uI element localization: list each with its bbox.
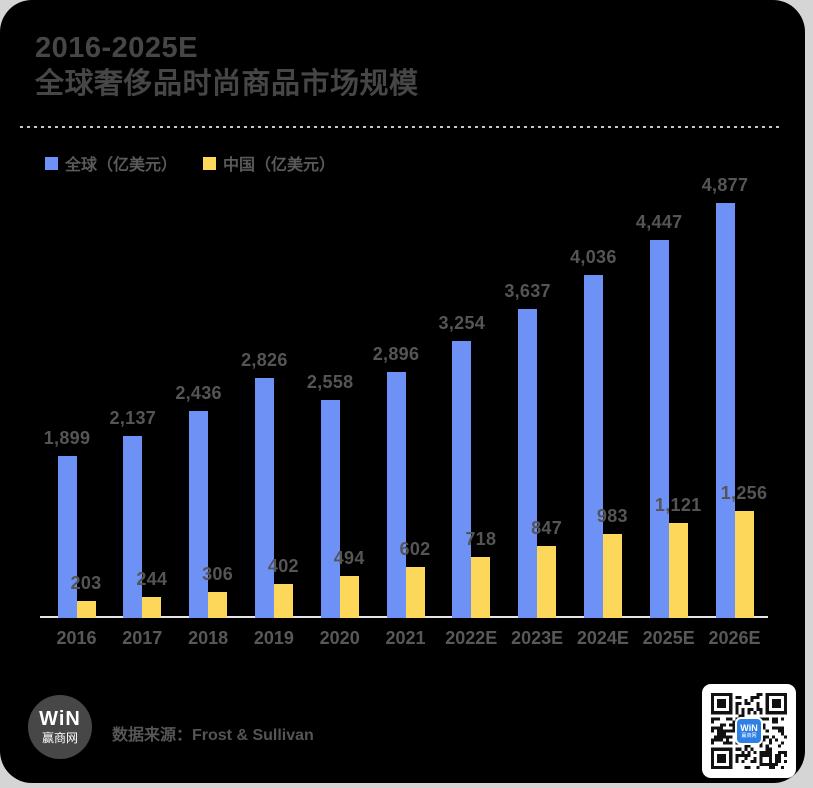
bar-global-2026E <box>715 203 735 618</box>
bar-china-2022E <box>471 556 491 618</box>
value-label-china-2021: 602 <box>399 538 431 559</box>
bar-global-2021 <box>386 371 406 618</box>
value-label-china-2024E: 983 <box>596 506 628 527</box>
value-label-china-2017: 244 <box>136 569 168 590</box>
bar-china-2016 <box>76 600 96 618</box>
bar-china-2018 <box>208 591 228 618</box>
value-label-china-2016: 203 <box>70 572 102 593</box>
bar-china-2025E <box>668 522 688 618</box>
value-label-china-2026E: 1,256 <box>720 483 768 504</box>
x-axis-label-2026E: 2026E <box>708 628 761 648</box>
value-label-global-2022E: 3,254 <box>438 313 486 334</box>
bar-global-2020 <box>320 400 340 618</box>
brand-logo-text: WiN <box>39 708 81 730</box>
legend-label: 中国（亿美元） <box>223 157 336 174</box>
legend-item-0: 全球（亿美元） <box>45 151 177 175</box>
value-label-global-2016: 1,899 <box>43 428 91 449</box>
x-axis-label-2018: 2018 <box>188 628 229 648</box>
value-label-global-2019: 2,826 <box>241 349 288 370</box>
legend-swatch-icon <box>203 156 217 170</box>
x-axis-label-2017: 2017 <box>122 628 163 648</box>
x-axis-label-2022E: 2022E <box>445 628 498 648</box>
data-source-text: 数据来源：Frost & Sullivan <box>112 727 314 744</box>
qr-logo-subtext: 赢商网 <box>741 732 757 739</box>
bar-global-2023E <box>518 308 538 618</box>
dashed-separator <box>20 126 782 128</box>
bar-china-2017 <box>142 597 162 618</box>
bar-china-2020 <box>339 575 359 618</box>
value-label-china-2022E: 718 <box>465 528 497 549</box>
title-line-2: 全球奢侈品时尚商品市场规模 <box>35 68 419 100</box>
bar-china-2024E <box>602 534 622 618</box>
bar-china-2021 <box>405 566 425 618</box>
bar-global-2025E <box>649 239 669 618</box>
value-label-china-2020: 494 <box>333 547 365 568</box>
value-label-global-2020: 2,558 <box>306 372 354 393</box>
value-label-global-2017: 2,137 <box>109 408 157 429</box>
legend-swatch-icon <box>45 156 58 170</box>
bar-global-2019 <box>254 377 274 618</box>
qr-center-logo: WiN 赢商网 <box>735 717 763 745</box>
title-line-1: 2016-2025E <box>35 32 199 64</box>
value-label-global-2023E: 3,637 <box>504 280 551 301</box>
x-axis-label-2024E: 2024E <box>576 628 629 648</box>
value-label-global-2026E: 4,877 <box>701 175 749 195</box>
legend-label: 全球（亿美元） <box>65 157 178 174</box>
brand-logo: WiN 赢商网 <box>28 695 92 759</box>
value-label-china-2023E: 847 <box>531 517 563 538</box>
x-axis-label-2023E: 2023E <box>511 628 564 648</box>
bar-global-2018 <box>189 410 209 618</box>
chart-legend: 全球（亿美元） 中国（亿美元） <box>45 151 335 175</box>
x-axis-label-2019: 2019 <box>253 628 294 648</box>
bar-china-2019 <box>273 583 293 618</box>
qr-code: WiN 赢商网 <box>702 684 796 778</box>
value-label-china-2019: 402 <box>267 555 299 576</box>
bar-china-2026E <box>734 511 754 618</box>
value-label-global-2021: 2,896 <box>372 343 420 364</box>
bar-global-2022E <box>452 341 472 618</box>
brand-logo-subtext: 赢商网 <box>41 731 78 745</box>
x-axis-label-2025E: 2025E <box>642 628 695 648</box>
value-label-global-2018: 2,436 <box>175 382 222 403</box>
value-label-global-2025E: 4,447 <box>635 211 683 232</box>
x-axis-label-2020: 2020 <box>319 628 360 648</box>
x-axis-label-2021: 2021 <box>385 628 426 648</box>
legend-item-1: 中国（亿美元） <box>203 151 335 175</box>
page-title: 2016-2025E 全球奢侈品时尚商品市场规模 <box>35 30 419 102</box>
qr-logo-text: WiN <box>740 722 758 733</box>
value-label-china-2018: 306 <box>202 563 234 584</box>
bar-china-2023E <box>537 545 557 618</box>
x-axis-label-2016: 2016 <box>56 628 97 648</box>
value-label-china-2025E: 1,121 <box>654 494 702 515</box>
bar-global-2016 <box>57 456 77 618</box>
bar-global-2024E <box>583 274 603 618</box>
value-label-global-2024E: 4,036 <box>570 246 617 267</box>
bar-global-2017 <box>123 436 143 618</box>
